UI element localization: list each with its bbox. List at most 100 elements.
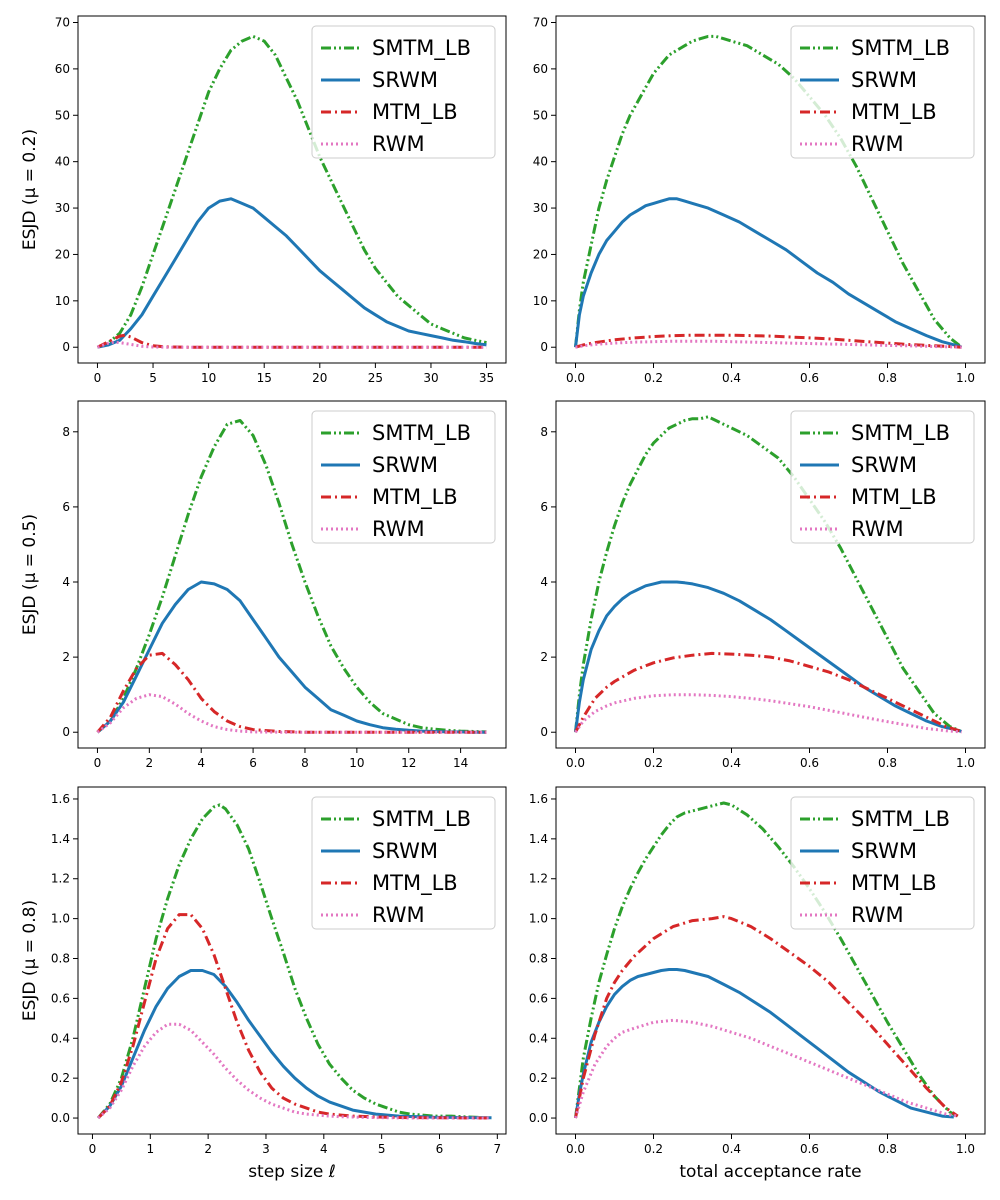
x-tick-label: 0.2 [644,1142,663,1156]
axes-frame [555,786,986,1135]
legend-label-rwm: RWM [372,903,425,927]
y-tick-label: 30 [55,201,70,215]
axes-frame [555,15,986,364]
y-tick-label: 0.0 [51,1111,70,1125]
legend-label-srwm: SRWM [851,453,917,477]
y-tick-label: 0.8 [51,952,70,966]
x-tick-label: 0.8 [878,1142,897,1156]
legend-label-smtm-lb: SMTM_LB [372,36,471,61]
subplot-5: 0 1 2 3 4 5 6 7 0.0 0.2 0.4 0.6 0.8 1.0 1.2 1.4 1.6 ESJD … [20,786,507,1182]
x-tick-label: 0.8 [878,371,897,385]
legend-label-mtm-lb: MTM_LB [372,485,458,510]
y-tick-label: 70 [55,15,70,29]
series-line-mtm-lb [574,651,963,733]
axes-frame [77,15,507,364]
legend-label-srwm: SRWM [851,68,917,92]
legend-box [790,796,975,930]
y-tick-label: 1.6 [529,792,548,806]
subplot-3: 0 2 4 6 8 10 12 14 0 2 4 6 8 ESJD (μ = 0.5) SMTM_LB SRW… [20,400,507,770]
y-tick-label: 2 [62,650,70,664]
y-tick-label: 40 [533,155,548,169]
legend-label-srwm: SRWM [372,68,438,92]
x-tick-label: 8 [301,756,309,770]
y-tick-label: 4 [540,575,548,589]
x-tick-label: 0.4 [722,371,741,385]
subplot-4: 0.0 0.2 0.4 0.6 0.8 1.0 0 2 4 6 8 SMTM_LB SRWM MTM_LB… [540,400,986,770]
y-tick-label: 8 [62,425,70,439]
x-tick-label: 0.6 [800,756,819,770]
x-tick-label: 30 [423,371,438,385]
y-tick-label: 0.6 [529,991,548,1005]
x-tick-label: 4 [197,756,205,770]
legend-label-mtm-lb: MTM_LB [372,100,458,125]
y-tick-label: 60 [55,62,70,76]
x-tick-label: 7 [494,1142,502,1156]
series-line-srwm [96,580,487,734]
x-tick-label: 35 [479,371,494,385]
legend-label-smtm-lb: SMTM_LB [851,421,950,446]
y-tick-label: 2 [540,650,548,664]
y-tick-label: 0.8 [529,952,548,966]
x-tick-label: 1.0 [956,371,975,385]
series-line-rwm [97,1022,492,1120]
series-line-smtm-lb [96,419,487,734]
y-tick-label: 1.0 [51,912,70,926]
y-axis-label: ESJD (μ = 0.2) [20,129,40,250]
y-tick-label: 50 [55,108,70,122]
x-tick-label: 0.0 [566,1142,585,1156]
y-tick-label: 1.2 [51,872,70,886]
series-line-smtm-lb [97,803,492,1120]
x-tick-label: 0.4 [722,756,741,770]
y-tick-label: 0.4 [51,1031,70,1045]
legend-label-smtm-lb: SMTM_LB [372,807,471,832]
legend: SMTM_LB SRWM MTM_LB RWM [311,410,496,544]
x-tick-label: 0.6 [800,1142,819,1156]
x-axis-label: step size ℓ [248,1162,336,1182]
legend-box [311,410,496,544]
x-tick-label: 10 [201,371,216,385]
legend-label-rwm: RWM [851,903,904,927]
series-line-mtm-lb [574,915,959,1119]
x-tick-label: 20 [312,371,327,385]
x-tick-label: 0 [94,371,102,385]
y-tick-label: 0 [62,725,70,739]
series-line-rwm [575,339,962,349]
legend-box [311,25,496,159]
subplot-1: 0 5 10 15 20 25 30 35 0 10 20 30 40 50 60 70 ESJD (μ = 0… [20,15,507,385]
x-tick-label: 4 [320,1142,328,1156]
series-line-srwm [97,969,492,1120]
x-tick-label: 6 [436,1142,444,1156]
y-axis-label: ESJD (μ = 0.8) [20,900,40,1021]
legend-label-mtm-lb: MTM_LB [851,485,937,510]
legend-label-srwm: SRWM [372,453,438,477]
legend-label-smtm-lb: SMTM_LB [372,421,471,446]
x-tick-label: 1.0 [956,1142,975,1156]
x-axis-label: total acceptance rate [679,1162,861,1182]
y-tick-label: 40 [55,155,70,169]
x-tick-label: 15 [257,371,272,385]
x-tick-label: 10 [349,756,364,770]
legend-label-mtm-lb: MTM_LB [372,871,458,896]
series-line-rwm [574,693,962,734]
x-tick-label: 0.2 [644,371,663,385]
y-tick-label: 1.0 [529,912,548,926]
y-tick-label: 6 [62,500,70,514]
legend: SMTM_LB SRWM MTM_LB RWM [311,25,496,159]
y-tick-label: 4 [62,575,70,589]
subplot-6: 0.0 0.2 0.4 0.6 0.8 1.0 0.0 0.2 0.4 0.6 0.8 1.0 1.2 1… [529,786,986,1182]
y-tick-label: 1.6 [51,792,70,806]
series-line-mtm-lb [96,651,487,734]
x-tick-label: 1.0 [956,756,975,770]
y-axis-label: ESJD (μ = 0.5) [20,514,40,635]
legend-label-rwm: RWM [372,132,425,156]
x-tick-label: 5 [378,1142,386,1156]
legend: SMTM_LB SRWM MTM_LB RWM [790,796,975,930]
x-tick-label: 2 [146,756,154,770]
series-line-mtm-lb [575,333,962,349]
y-tick-label: 10 [55,294,70,308]
y-tick-label: 0.2 [529,1071,548,1085]
x-tick-label: 2 [204,1142,212,1156]
legend-label-rwm: RWM [372,517,425,541]
legend-label-rwm: RWM [851,517,904,541]
y-tick-label: 0 [62,340,70,354]
